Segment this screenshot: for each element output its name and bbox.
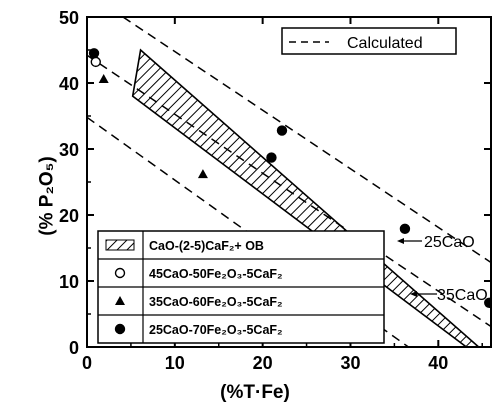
x-tick-label: 10 [165, 353, 185, 373]
calculated-line-25CaO [122, 17, 491, 264]
arrowhead-25CaO [397, 238, 404, 244]
arrowhead-35CaO [410, 291, 417, 297]
y-axis-title: (% P₂O₅) [36, 156, 58, 236]
data-point-series-1 [90, 56, 101, 68]
label-35CaO: 35CaO [437, 287, 488, 304]
legend-label-3: 35CaO-60Fe₂O₃-5CaF₂ [149, 295, 283, 309]
y-tick-label: 0 [69, 338, 79, 358]
label-25CaO: 25CaO [424, 234, 475, 251]
data-point-series-3 [276, 125, 288, 136]
legend-label-4: 25CaO-70Fe₂O₃-5CaF₂ [149, 323, 283, 337]
data-point-series-3 [266, 152, 277, 163]
calculated-line-35CaO [87, 54, 491, 328]
chart-legend: Calculated CaO-(2-5)CaF₂+ OB 45CaO-50Fe₂O₃… [97, 27, 457, 344]
legend-swatch-filled-circle [114, 323, 126, 335]
x-tick-label: 0 [82, 353, 92, 373]
data-point-series-3 [399, 223, 411, 235]
x-tick-label: 30 [340, 353, 360, 373]
y-tick-label: 10 [59, 272, 79, 292]
legend-swatch-band [105, 239, 135, 251]
legend-label-1: CaO-(2-5)CaF₂+ OB [149, 239, 264, 253]
calculated-legend-label: Calculated [347, 35, 423, 52]
legend-label-2: 45CaO-50Fe₂O₃-5CaF₂ [149, 267, 283, 281]
y-tick-label: 20 [59, 206, 79, 226]
x-tick-label: 40 [428, 353, 448, 373]
legend-swatch-filled-triangle [115, 296, 125, 305]
y-tick-label: 50 [59, 8, 79, 28]
legend-swatch-open-circle [114, 267, 126, 279]
y-tick-label: 30 [59, 140, 79, 160]
axes: 0 10 20 30 40 0 10 20 30 40 50 [59, 8, 492, 373]
data-point-series-2 [98, 74, 109, 84]
x-tick-label: 20 [253, 353, 273, 373]
data-point-series-3 [88, 48, 100, 59]
x-axis-title: (%T·Fe) [220, 382, 290, 403]
calculated-legend-box [281, 27, 457, 55]
data-point-series-2 [197, 169, 208, 179]
y-tick-label: 40 [59, 74, 79, 94]
data-point-series-3 [484, 297, 491, 308]
